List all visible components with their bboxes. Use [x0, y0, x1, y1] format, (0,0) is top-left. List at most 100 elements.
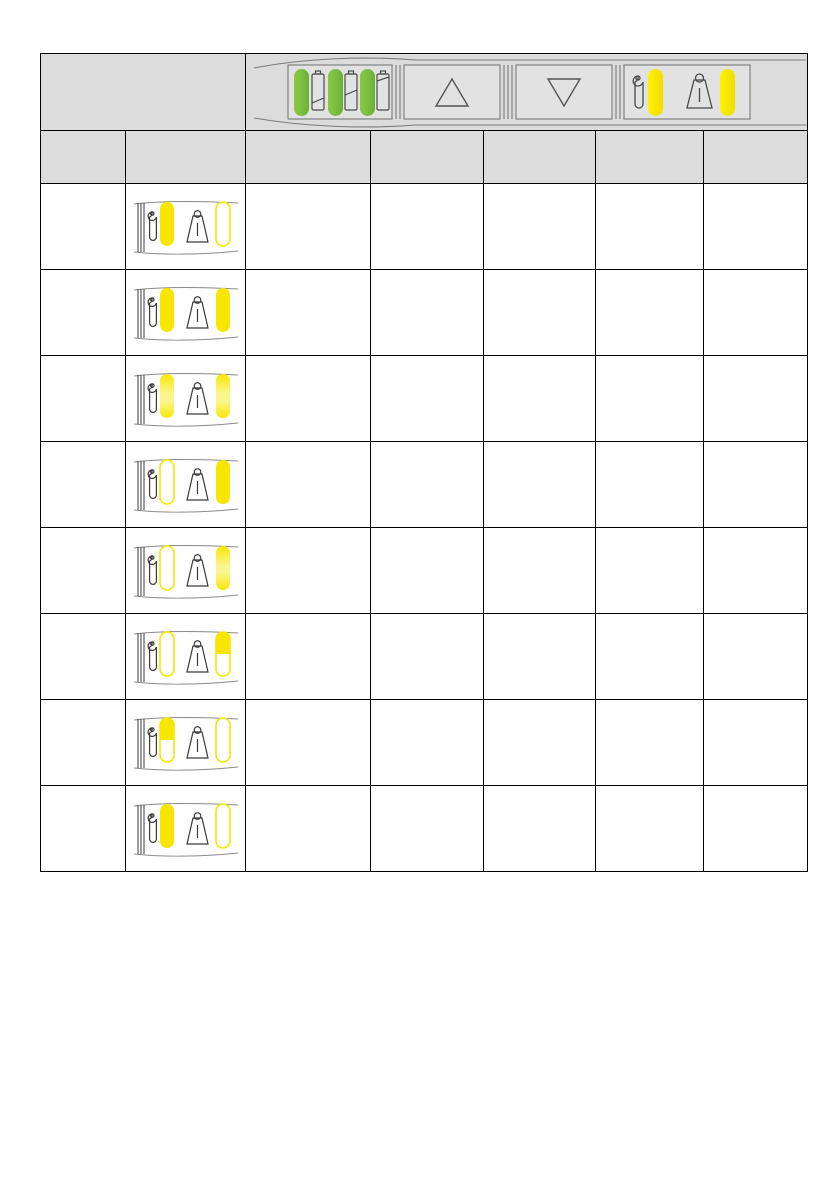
header-cell-1-text — [41, 131, 125, 183]
row-8-col-d[interactable] — [370, 785, 484, 872]
row-6-col-a-text — [41, 614, 125, 699]
row-3-col-f[interactable] — [595, 355, 704, 442]
row-4-col-a[interactable] — [40, 441, 126, 528]
row-8-col-a-text — [41, 786, 125, 871]
thumb-top-curve — [133, 372, 238, 376]
row-1-col-e[interactable] — [483, 183, 596, 270]
row-2-col-c[interactable] — [245, 269, 371, 356]
row-8-col-e[interactable] — [483, 785, 596, 872]
row-6-col-c[interactable] — [245, 613, 371, 700]
row-6-col-f[interactable] — [595, 613, 704, 700]
row-5-col-e[interactable] — [483, 527, 596, 614]
row-3-thumbnail-cell[interactable] — [125, 355, 246, 442]
table-row[interactable] — [40, 699, 809, 786]
warning-weight-icon — [185, 467, 209, 501]
row-1-col-a[interactable] — [40, 183, 126, 270]
row-3-col-g[interactable] — [702, 355, 809, 442]
row-6-col-d-text — [371, 614, 483, 699]
table-row[interactable] — [40, 441, 809, 528]
table-row[interactable] — [40, 269, 809, 356]
table-row[interactable] — [40, 613, 809, 700]
row-3-col-e[interactable] — [483, 355, 596, 442]
row-4-col-d[interactable] — [370, 441, 484, 528]
row-8-col-e-text — [484, 786, 595, 871]
row-1-col-c-text — [246, 184, 370, 269]
row-7-col-f-text — [596, 700, 703, 785]
table-row[interactable] — [40, 527, 809, 614]
row-4-col-g-text — [704, 442, 807, 527]
service-alert-segment — [623, 64, 751, 120]
wrench-icon — [147, 554, 157, 585]
row-5-col-g[interactable] — [702, 527, 809, 614]
warning-weight-icon — [185, 381, 209, 415]
table-row[interactable] — [40, 355, 809, 442]
row-6-thumbnail-cell[interactable] — [125, 613, 246, 700]
row-7-col-a[interactable] — [40, 699, 126, 786]
battery-segment — [287, 64, 393, 120]
table-row[interactable] — [40, 183, 809, 270]
row-1-col-f-text — [596, 184, 703, 269]
row-2-col-g[interactable] — [702, 269, 809, 356]
warning-weight-icon — [185, 553, 209, 587]
bar-empty — [158, 630, 175, 677]
bar-empty — [214, 716, 231, 763]
row-8-col-a[interactable] — [40, 785, 126, 872]
row-7-thumbnail-cell[interactable] — [125, 699, 246, 786]
row-3-col-a[interactable] — [40, 355, 126, 442]
row-4-col-c[interactable] — [245, 441, 371, 528]
row-6-col-d[interactable] — [370, 613, 484, 700]
row-3-col-d[interactable] — [370, 355, 484, 442]
row-6-col-a[interactable] — [40, 613, 126, 700]
row-2-col-f[interactable] — [595, 269, 704, 356]
row-1-col-c[interactable] — [245, 183, 371, 270]
battery-icon — [376, 70, 390, 111]
row-1-thumbnail-cell[interactable] — [125, 183, 246, 270]
row-8-col-c[interactable] — [245, 785, 371, 872]
row-7-col-d[interactable] — [370, 699, 484, 786]
row-7-col-d-text — [371, 700, 483, 785]
table-row[interactable] — [40, 785, 809, 872]
row-7-col-f[interactable] — [595, 699, 704, 786]
row-2-col-e[interactable] — [483, 269, 596, 356]
service-alert-thumbnail-svg — [133, 200, 238, 255]
row-3-col-c[interactable] — [245, 355, 371, 442]
row-5-col-a[interactable] — [40, 527, 126, 614]
row-5-col-d[interactable] — [370, 527, 484, 614]
header-cell-5 — [483, 130, 596, 184]
band-bottom-curve — [253, 117, 806, 128]
segment-divider — [503, 65, 513, 119]
row-4-col-f[interactable] — [595, 441, 704, 528]
service-alert-thumbnail-svg — [133, 458, 238, 513]
row-7-col-c[interactable] — [245, 699, 371, 786]
row-1-col-g[interactable] — [702, 183, 809, 270]
header-row-secondary — [40, 130, 809, 184]
row-4-col-g[interactable] — [702, 441, 809, 528]
row-8-thumbnail-cell[interactable] — [125, 785, 246, 872]
row-6-col-e[interactable] — [483, 613, 596, 700]
row-5-col-c-text — [246, 528, 370, 613]
row-3-col-e-text — [484, 356, 595, 441]
row-1-col-e-text — [484, 184, 595, 269]
row-7-col-g[interactable] — [702, 699, 809, 786]
service-alert-thumbnail — [130, 796, 242, 862]
service-alert-thumbnail — [130, 366, 242, 432]
row-6-col-g[interactable] — [702, 613, 809, 700]
row-7-col-e[interactable] — [483, 699, 596, 786]
row-1-col-f[interactable] — [595, 183, 704, 270]
row-2-col-a[interactable] — [40, 269, 126, 356]
row-4-col-e[interactable] — [483, 441, 596, 528]
service-alert-thumbnail — [130, 194, 242, 260]
row-8-col-g[interactable] — [702, 785, 809, 872]
row-4-thumbnail-cell[interactable] — [125, 441, 246, 528]
row-8-col-f[interactable] — [595, 785, 704, 872]
row-5-col-f[interactable] — [595, 527, 704, 614]
row-1-col-d[interactable] — [370, 183, 484, 270]
wrench-icon — [147, 640, 157, 671]
battery-icon — [311, 70, 325, 111]
row-5-col-e-text — [484, 528, 595, 613]
row-2-col-d[interactable] — [370, 269, 484, 356]
header-cell-1 — [40, 130, 126, 184]
row-5-thumbnail-cell[interactable] — [125, 527, 246, 614]
row-5-col-c[interactable] — [245, 527, 371, 614]
row-2-thumbnail-cell[interactable] — [125, 269, 246, 356]
